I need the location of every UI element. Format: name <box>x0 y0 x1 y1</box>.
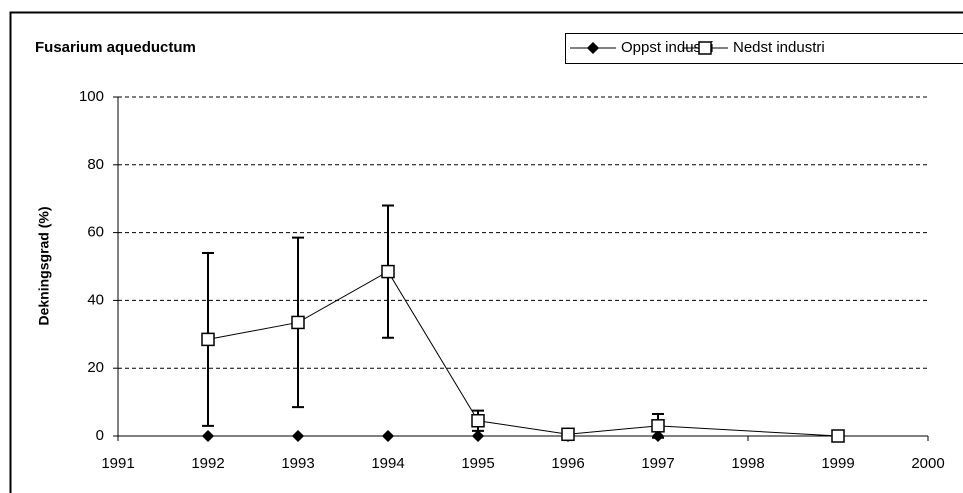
x-tick-label: 1991 <box>101 455 134 472</box>
x-tick-label: 1997 <box>641 455 674 472</box>
x-tick-label: 1998 <box>731 455 764 472</box>
data-point <box>561 427 575 442</box>
legend-marker <box>586 41 600 55</box>
data-point <box>201 429 215 443</box>
data-point <box>381 264 395 279</box>
data-point <box>651 429 665 443</box>
legend-label: Nedst industri <box>733 39 825 56</box>
y-tick-label: 0 <box>96 427 104 444</box>
chart-title: Fusarium aqueductum <box>35 39 196 56</box>
chart-frame <box>9 11 963 493</box>
x-tick-label: 1994 <box>371 455 404 472</box>
data-point <box>651 419 665 433</box>
data-point <box>471 429 485 443</box>
x-tick-label: 1999 <box>821 455 854 472</box>
legend-box <box>565 33 963 64</box>
data-point <box>201 332 215 347</box>
y-tick-label: 40 <box>87 291 104 308</box>
y-tick-label: 60 <box>87 224 104 241</box>
x-tick-label: 1993 <box>281 455 314 472</box>
x-tick-label: 1992 <box>191 455 224 472</box>
data-point <box>291 429 305 443</box>
data-point <box>471 413 485 428</box>
x-tick-label: 1996 <box>551 455 584 472</box>
data-point <box>831 429 845 443</box>
y-tick-label: 100 <box>79 88 104 105</box>
y-axis-label: Dekningsgrad (%) <box>36 206 52 325</box>
x-tick-label: 2000 <box>911 455 944 472</box>
x-tick-label: 1995 <box>461 455 494 472</box>
y-tick-label: 80 <box>87 156 104 173</box>
data-point <box>291 315 305 330</box>
y-tick-label: 20 <box>87 359 104 376</box>
legend-label: Oppst industri <box>621 39 714 56</box>
data-point <box>381 429 395 443</box>
legend-marker <box>698 41 712 55</box>
